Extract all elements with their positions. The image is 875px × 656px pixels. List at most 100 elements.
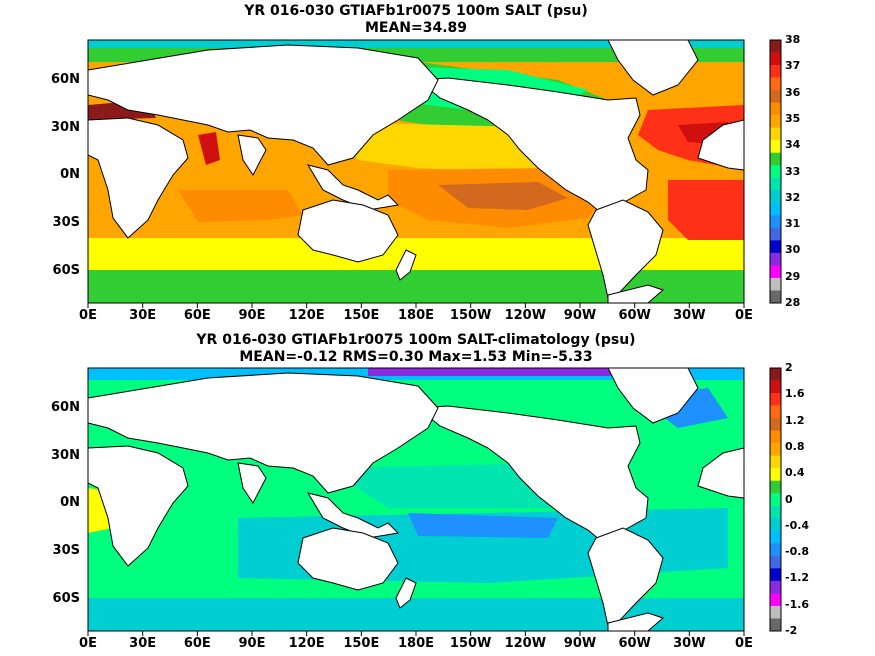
panel1-colorbar-cell xyxy=(770,252,781,266)
panel1-x-tick-label: 180E xyxy=(397,308,435,323)
panel2-colorbar-cell xyxy=(770,518,781,532)
panel1-x-tick-label: 150E xyxy=(343,308,380,323)
panel2-y-tick-label: 60N xyxy=(51,399,80,415)
panel2-y-tick-label: 30N xyxy=(51,447,80,463)
panel1-colorbar-cell xyxy=(770,177,781,191)
panel1-colorbar-cell xyxy=(770,40,781,53)
panel1-colorbar-label: 31 xyxy=(785,217,801,231)
panel2-colorbar-label: 0 xyxy=(785,492,793,506)
panel2-colorbar-label: 2 xyxy=(785,361,793,374)
panel1-x-tick-label: 90E xyxy=(238,308,266,323)
panel2-subtitle: MEAN=-0.12 RMS=0.30 Max=1.53 Min=-5.33 xyxy=(239,349,593,365)
panel1-x-tick-marks xyxy=(87,303,745,308)
panel1-colorbar-cell xyxy=(770,265,781,279)
panel1-x-tick-label: 0E xyxy=(735,308,753,323)
panel2-colorbar-label: 0.4 xyxy=(785,466,805,480)
panel1-colorbar-cell xyxy=(770,65,781,78)
panel2-colorbar-cell xyxy=(770,405,781,419)
panel2-x-tick-marks xyxy=(87,631,745,636)
panel2-colorbar-label: 1.6 xyxy=(785,387,805,401)
panel2-colorbar-cell xyxy=(770,455,781,469)
panel1-colorbar-label: 28 xyxy=(785,296,801,309)
panel1-map xyxy=(87,39,745,304)
panel1-colorbar-cell xyxy=(770,127,781,141)
panel2-title: YR 016-030 GTIAFb1r0075 100m SALT-climat… xyxy=(196,332,636,348)
panel1-colorbar-cell xyxy=(770,240,781,254)
panel2-colorbar-cell xyxy=(770,380,781,394)
panel2-x-tick-label: 60W xyxy=(618,636,651,651)
panel2-colorbar-label: -0.8 xyxy=(785,545,810,559)
panel2-y-tick-label: 60S xyxy=(52,591,80,607)
panel1-x-tick-label: 0E xyxy=(79,308,97,323)
panel2-x-tick-label: 0E xyxy=(735,636,753,651)
panel1-colorbar-cell xyxy=(770,202,781,216)
panel2-colorbar-cell xyxy=(770,480,781,494)
panel1-x-tick-label: 120E xyxy=(288,308,325,323)
panel1-y-tick-label: 0N xyxy=(60,167,80,183)
panel1-colorbar-cell xyxy=(770,90,781,103)
panel2-colorbar xyxy=(769,367,782,632)
panel1-colorbar-label: 32 xyxy=(785,190,801,204)
panel1-colorbar-label: 30 xyxy=(785,243,801,257)
panel2-x-tick-label: 120E xyxy=(288,636,325,651)
panel1-colorbar-label: 36 xyxy=(785,85,801,99)
panel1-y-tick-label: 60S xyxy=(52,263,80,279)
panel1-y-tick-label: 30S xyxy=(52,215,80,231)
panel1-colorbar-cell xyxy=(770,215,781,229)
panel1-x-tick-label: 150W xyxy=(449,308,492,323)
panel2-colorbar-label: -1.6 xyxy=(785,597,810,611)
panel1-colorbar-cell xyxy=(770,52,781,66)
panel1-colorbar-cell xyxy=(770,115,781,128)
panel2-colorbar-cell xyxy=(770,580,781,594)
panel2-map xyxy=(87,367,745,632)
panel2-x-tick-label: 150E xyxy=(343,636,380,651)
panel1-colorbar-cell xyxy=(770,77,781,91)
panel2-x-tick-label: 0E xyxy=(79,636,97,651)
panel2-colorbar-cell xyxy=(770,368,781,381)
panel1-colorbar-label: 34 xyxy=(785,138,801,152)
panel2-x-tick-label: 30W xyxy=(673,636,706,651)
panel2-colorbar-border xyxy=(769,367,782,632)
panel2-colorbar-cell xyxy=(770,593,781,607)
panel1-x-tick-label: 60W xyxy=(618,308,651,323)
panel1-colorbar-label: 35 xyxy=(785,111,801,125)
panel2-x-tick-label: 150W xyxy=(449,636,492,651)
panel2-colorbar-cell xyxy=(770,493,781,507)
panel2-colorbar-cell xyxy=(770,530,781,544)
panel1-subtitle: MEAN=34.89 xyxy=(364,20,468,36)
panel2-colorbar-cell xyxy=(770,468,781,482)
panel2-colorbar-cell xyxy=(770,605,781,619)
panel2-colorbar-label: 1.2 xyxy=(785,413,805,427)
panel1-colorbar-cell xyxy=(770,290,781,304)
panel1-title: YR 016-030 GTIAFb1r0075 100m SALT (psu) xyxy=(244,3,588,19)
panel1-x-tick-label: 60E xyxy=(183,308,211,323)
panel1-colorbar xyxy=(769,39,782,304)
panel1-colorbar-cell xyxy=(770,277,781,291)
panel1-colorbar-label: 38 xyxy=(785,33,801,46)
panel2-x-tick-label: 60E xyxy=(183,636,211,651)
panel1-x-tick-label: 120W xyxy=(504,308,547,323)
panel1-colorbar-cell xyxy=(770,140,781,154)
panel2-colorbar-label: -1.2 xyxy=(785,571,810,585)
panel2-colorbar-cell xyxy=(770,543,781,557)
panel1-colorbar-label: 29 xyxy=(785,269,801,283)
panel1-x-tick-label: 30E xyxy=(129,308,157,323)
panel1-colorbar-label: 33 xyxy=(785,164,801,178)
panel2-colorbar-cell xyxy=(770,505,781,519)
panel2-colorbar-cell xyxy=(770,430,781,444)
panel2-x-tick-label: 120W xyxy=(504,636,547,651)
panel2-colorbar-label: -0.4 xyxy=(785,518,810,532)
panel2-colorbar-cell xyxy=(770,443,781,456)
panel2-colorbar-cell xyxy=(770,568,781,582)
panel1-colorbar-cell xyxy=(770,102,781,116)
panel2-colorbar-label: 0.8 xyxy=(785,439,805,453)
panel2-y-tick-label: 0N xyxy=(60,495,80,511)
panel1-colorbar-cell xyxy=(770,227,781,241)
panel2-x-tick-label: 90E xyxy=(238,636,266,651)
panel1-y-tick-label: 60N xyxy=(51,71,80,87)
panel1-colorbar-cell xyxy=(770,165,781,179)
panel1-x-tick-label: 30W xyxy=(673,308,706,323)
panel2-x-tick-label: 30E xyxy=(129,636,157,651)
panel1-y-tick-label: 30N xyxy=(51,119,80,135)
